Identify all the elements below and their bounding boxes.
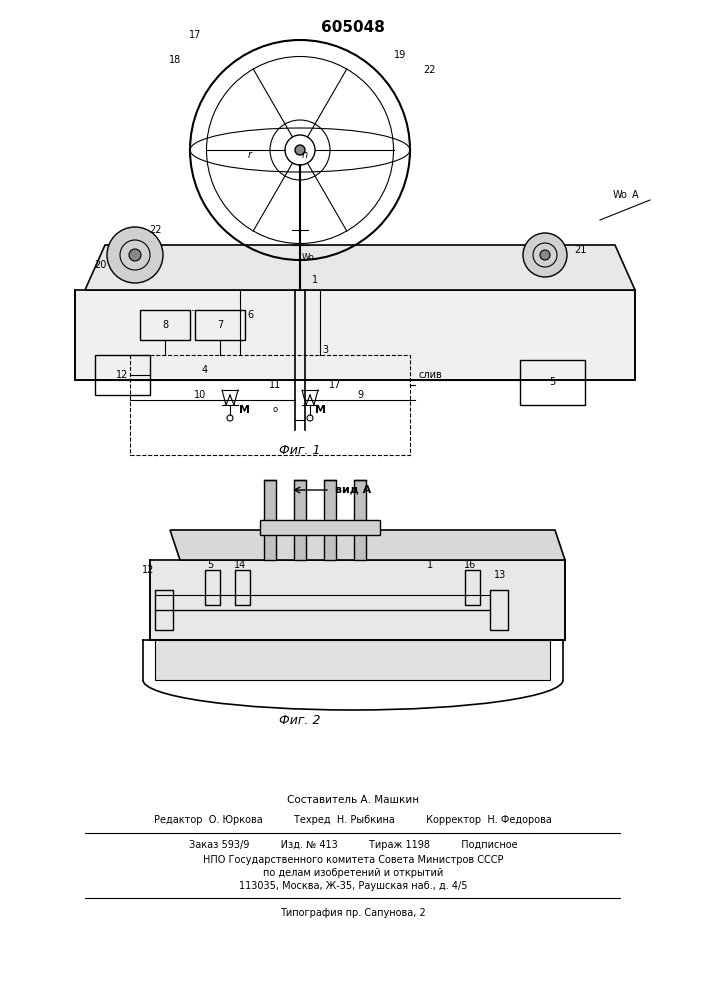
Bar: [520, 360, 585, 405]
Text: 19: 19: [394, 50, 406, 60]
Bar: [155, 640, 550, 680]
Bar: [354, 480, 366, 560]
Text: вид А: вид А: [335, 485, 371, 495]
Text: 13: 13: [494, 570, 506, 580]
Text: слив: слив: [418, 370, 442, 380]
Bar: [205, 570, 220, 605]
Bar: [195, 310, 245, 340]
Text: 3: 3: [322, 345, 328, 355]
Text: Wo: Wo: [302, 253, 315, 262]
Bar: [130, 355, 410, 455]
Bar: [95, 355, 150, 395]
Circle shape: [295, 145, 305, 155]
Text: 10: 10: [194, 390, 206, 400]
Text: 11: 11: [269, 380, 281, 390]
Text: n: n: [302, 150, 308, 160]
Text: Фиг. 2: Фиг. 2: [279, 714, 321, 726]
Bar: [490, 590, 508, 630]
Bar: [294, 480, 306, 560]
Text: 9: 9: [357, 390, 363, 400]
Text: r: r: [248, 150, 252, 160]
Text: 16: 16: [464, 560, 476, 570]
Text: Редактор  О. Юркова          Техред  Н. Рыбкина          Корректор  Н. Федорова: Редактор О. Юркова Техред Н. Рыбкина Кор…: [154, 815, 552, 825]
Text: 14: 14: [234, 560, 246, 570]
Text: 17: 17: [189, 30, 201, 40]
Text: о: о: [272, 406, 278, 414]
Bar: [150, 560, 565, 640]
Text: 12: 12: [142, 565, 154, 575]
Bar: [140, 310, 190, 340]
Text: Составитель А. Машкин: Составитель А. Машкин: [287, 795, 419, 805]
Bar: [324, 480, 336, 560]
Text: 17: 17: [329, 380, 341, 390]
Text: Wo: Wo: [612, 190, 627, 200]
Text: Типография пр. Сапунова, 2: Типография пр. Сапунова, 2: [280, 908, 426, 918]
Text: Заказ 593/9          Изд. № 413          Тираж 1198          Подписное: Заказ 593/9 Изд. № 413 Тираж 1198 Подпис…: [189, 840, 518, 850]
Circle shape: [107, 227, 163, 283]
Bar: [75, 290, 635, 380]
Text: 4: 4: [202, 365, 208, 375]
Text: М: М: [315, 405, 325, 415]
Circle shape: [523, 233, 567, 277]
Text: 7: 7: [217, 320, 223, 330]
Text: 22: 22: [148, 225, 161, 235]
Text: НПО Государственного комитета Совета Министров СССР: НПО Государственного комитета Совета Мин…: [203, 855, 503, 865]
Circle shape: [285, 135, 315, 165]
Bar: [465, 570, 480, 605]
Text: М: М: [240, 405, 250, 415]
Text: по делам изобретений и открытий: по делам изобретений и открытий: [263, 868, 443, 878]
Text: 21: 21: [574, 245, 586, 255]
Text: 6: 6: [247, 310, 253, 320]
Text: A: A: [631, 190, 638, 200]
Text: 8: 8: [162, 320, 168, 330]
Text: 18: 18: [169, 55, 181, 65]
Text: 1: 1: [312, 275, 318, 285]
Text: Фиг. 1: Фиг. 1: [279, 444, 321, 456]
Polygon shape: [85, 245, 635, 290]
Text: 5: 5: [207, 560, 213, 570]
Text: 1: 1: [427, 560, 433, 570]
Text: 12: 12: [116, 370, 128, 380]
Text: 5: 5: [549, 377, 555, 387]
Text: 22: 22: [423, 65, 436, 75]
Bar: [235, 570, 250, 605]
Bar: [155, 590, 173, 630]
Text: 113035, Москва, Ж-35, Раушская наб., д. 4/5: 113035, Москва, Ж-35, Раушская наб., д. …: [239, 881, 467, 891]
Circle shape: [129, 249, 141, 261]
Bar: [264, 480, 276, 560]
Circle shape: [540, 250, 550, 260]
Bar: [260, 520, 380, 535]
Text: 605048: 605048: [321, 20, 385, 35]
Text: 20: 20: [94, 260, 106, 270]
Polygon shape: [170, 530, 565, 560]
